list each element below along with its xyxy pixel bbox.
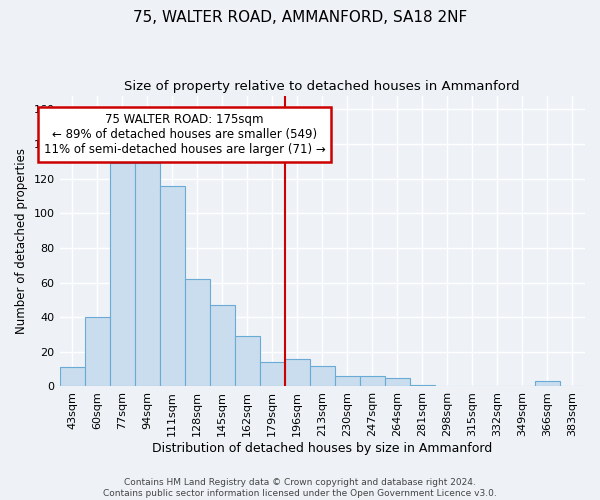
Bar (260, 362, 285, 386)
Bar (385, 378, 410, 386)
Bar (235, 336, 260, 386)
Bar (59, 368, 85, 386)
Text: 75 WALTER ROAD: 175sqm
← 89% of detached houses are smaller (549)
11% of semi-de: 75 WALTER ROAD: 175sqm ← 89% of detached… (44, 113, 326, 156)
Bar (85, 317, 110, 386)
Bar (110, 163, 134, 386)
Y-axis label: Number of detached properties: Number of detached properties (15, 148, 28, 334)
Bar (160, 186, 185, 386)
X-axis label: Distribution of detached houses by size in Ammanford: Distribution of detached houses by size … (152, 442, 493, 455)
Bar (185, 279, 209, 386)
Text: 75, WALTER ROAD, AMMANFORD, SA18 2NF: 75, WALTER ROAD, AMMANFORD, SA18 2NF (133, 10, 467, 25)
Bar (335, 376, 360, 386)
Bar (209, 305, 235, 386)
Bar (285, 359, 310, 386)
Bar (310, 366, 335, 386)
Title: Size of property relative to detached houses in Ammanford: Size of property relative to detached ho… (124, 80, 520, 93)
Text: Contains HM Land Registry data © Crown copyright and database right 2024.
Contai: Contains HM Land Registry data © Crown c… (103, 478, 497, 498)
Bar (134, 163, 160, 386)
Bar (535, 382, 560, 386)
Bar (360, 376, 385, 386)
Bar (410, 384, 435, 386)
